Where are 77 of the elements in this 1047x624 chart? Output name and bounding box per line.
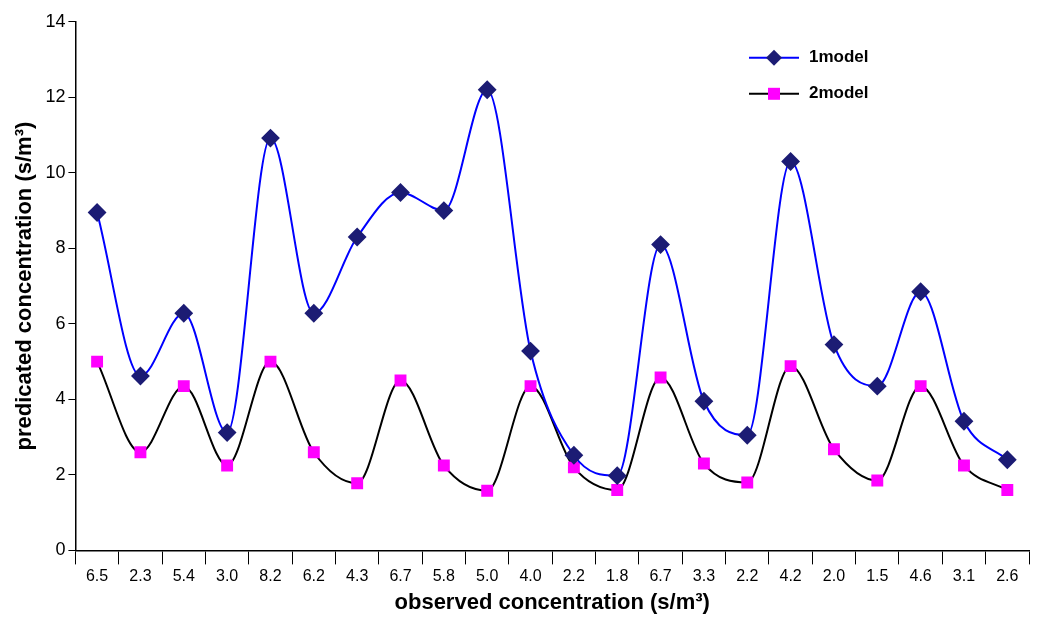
point (828, 443, 840, 456)
point (478, 80, 497, 99)
point (871, 474, 884, 487)
point (824, 335, 843, 354)
x-tick-label: 4.3 (346, 567, 369, 585)
x-tick-label: 4.6 (909, 567, 932, 585)
x-tick-label: 6.2 (302, 567, 326, 585)
point (611, 484, 624, 496)
point (91, 355, 104, 368)
point (784, 360, 797, 373)
point (914, 380, 927, 393)
x-tick-label: 6.5 (85, 567, 109, 585)
point (1001, 484, 1014, 496)
point (391, 183, 410, 202)
point (741, 476, 754, 489)
y-tick-label: 2 (55, 463, 66, 484)
point (781, 152, 800, 171)
point (954, 412, 973, 431)
y-tick-label: 8 (55, 237, 66, 258)
x-axis-title: observed concentration (s/m³) (394, 588, 710, 614)
point (911, 282, 930, 301)
point (567, 461, 580, 474)
point (651, 235, 670, 254)
x-tick-label: 2.0 (822, 567, 846, 585)
point (521, 342, 540, 361)
point (524, 380, 537, 393)
point (221, 459, 234, 472)
y-tick-label: 0 (55, 539, 66, 560)
y-tick-label: 14 (45, 10, 66, 31)
x-tick-label: 1.8 (606, 567, 629, 585)
x-tick-label: 3.1 (952, 567, 976, 585)
x-tick-label: 1.5 (866, 567, 889, 585)
point (868, 377, 887, 396)
x-tick-label: 2.2 (562, 567, 586, 585)
x-tick-label: 2.2 (736, 567, 759, 585)
point (261, 129, 280, 148)
x-tick-label: 6.7 (389, 567, 412, 585)
point (264, 355, 277, 368)
point (434, 201, 453, 220)
x-tick-label: 5.4 (172, 567, 195, 585)
x-tick-label: 4.2 (779, 567, 802, 585)
point (88, 203, 107, 222)
y-tick-label: 10 (45, 161, 66, 182)
point (608, 466, 627, 485)
x-tick-label: 4.0 (519, 567, 542, 585)
x-tick-label: 8.2 (259, 567, 282, 585)
point (174, 304, 193, 323)
x-tick-label: 6.7 (649, 567, 672, 585)
point (958, 459, 970, 472)
point (134, 446, 147, 459)
point (131, 366, 150, 385)
point (218, 423, 237, 442)
point (654, 371, 667, 384)
point (738, 426, 757, 445)
point (351, 477, 364, 490)
y-axis-title: predicated concentration (s/m³) (11, 121, 37, 451)
point (998, 450, 1017, 469)
x-tick-label: 3.3 (692, 567, 716, 585)
x-tick-label: 5.8 (432, 567, 456, 585)
x-tick-label: 5.0 (476, 567, 499, 585)
point (304, 304, 323, 323)
point (437, 459, 450, 472)
point (348, 228, 367, 247)
y-tick-label: 4 (55, 388, 66, 409)
x-tick-label: 2.6 (996, 567, 1019, 585)
legend-label: 1model (809, 47, 869, 67)
point (481, 484, 494, 497)
legend-label: 2model (809, 83, 869, 103)
point (694, 392, 713, 411)
point (697, 457, 710, 470)
point (177, 380, 190, 393)
y-tick-label: 12 (45, 86, 66, 107)
point (307, 446, 320, 459)
x-tick-label: 2.3 (129, 567, 152, 585)
x-tick-label: 3.0 (216, 567, 239, 585)
y-tick-label: 6 (55, 312, 66, 333)
point (564, 446, 583, 465)
